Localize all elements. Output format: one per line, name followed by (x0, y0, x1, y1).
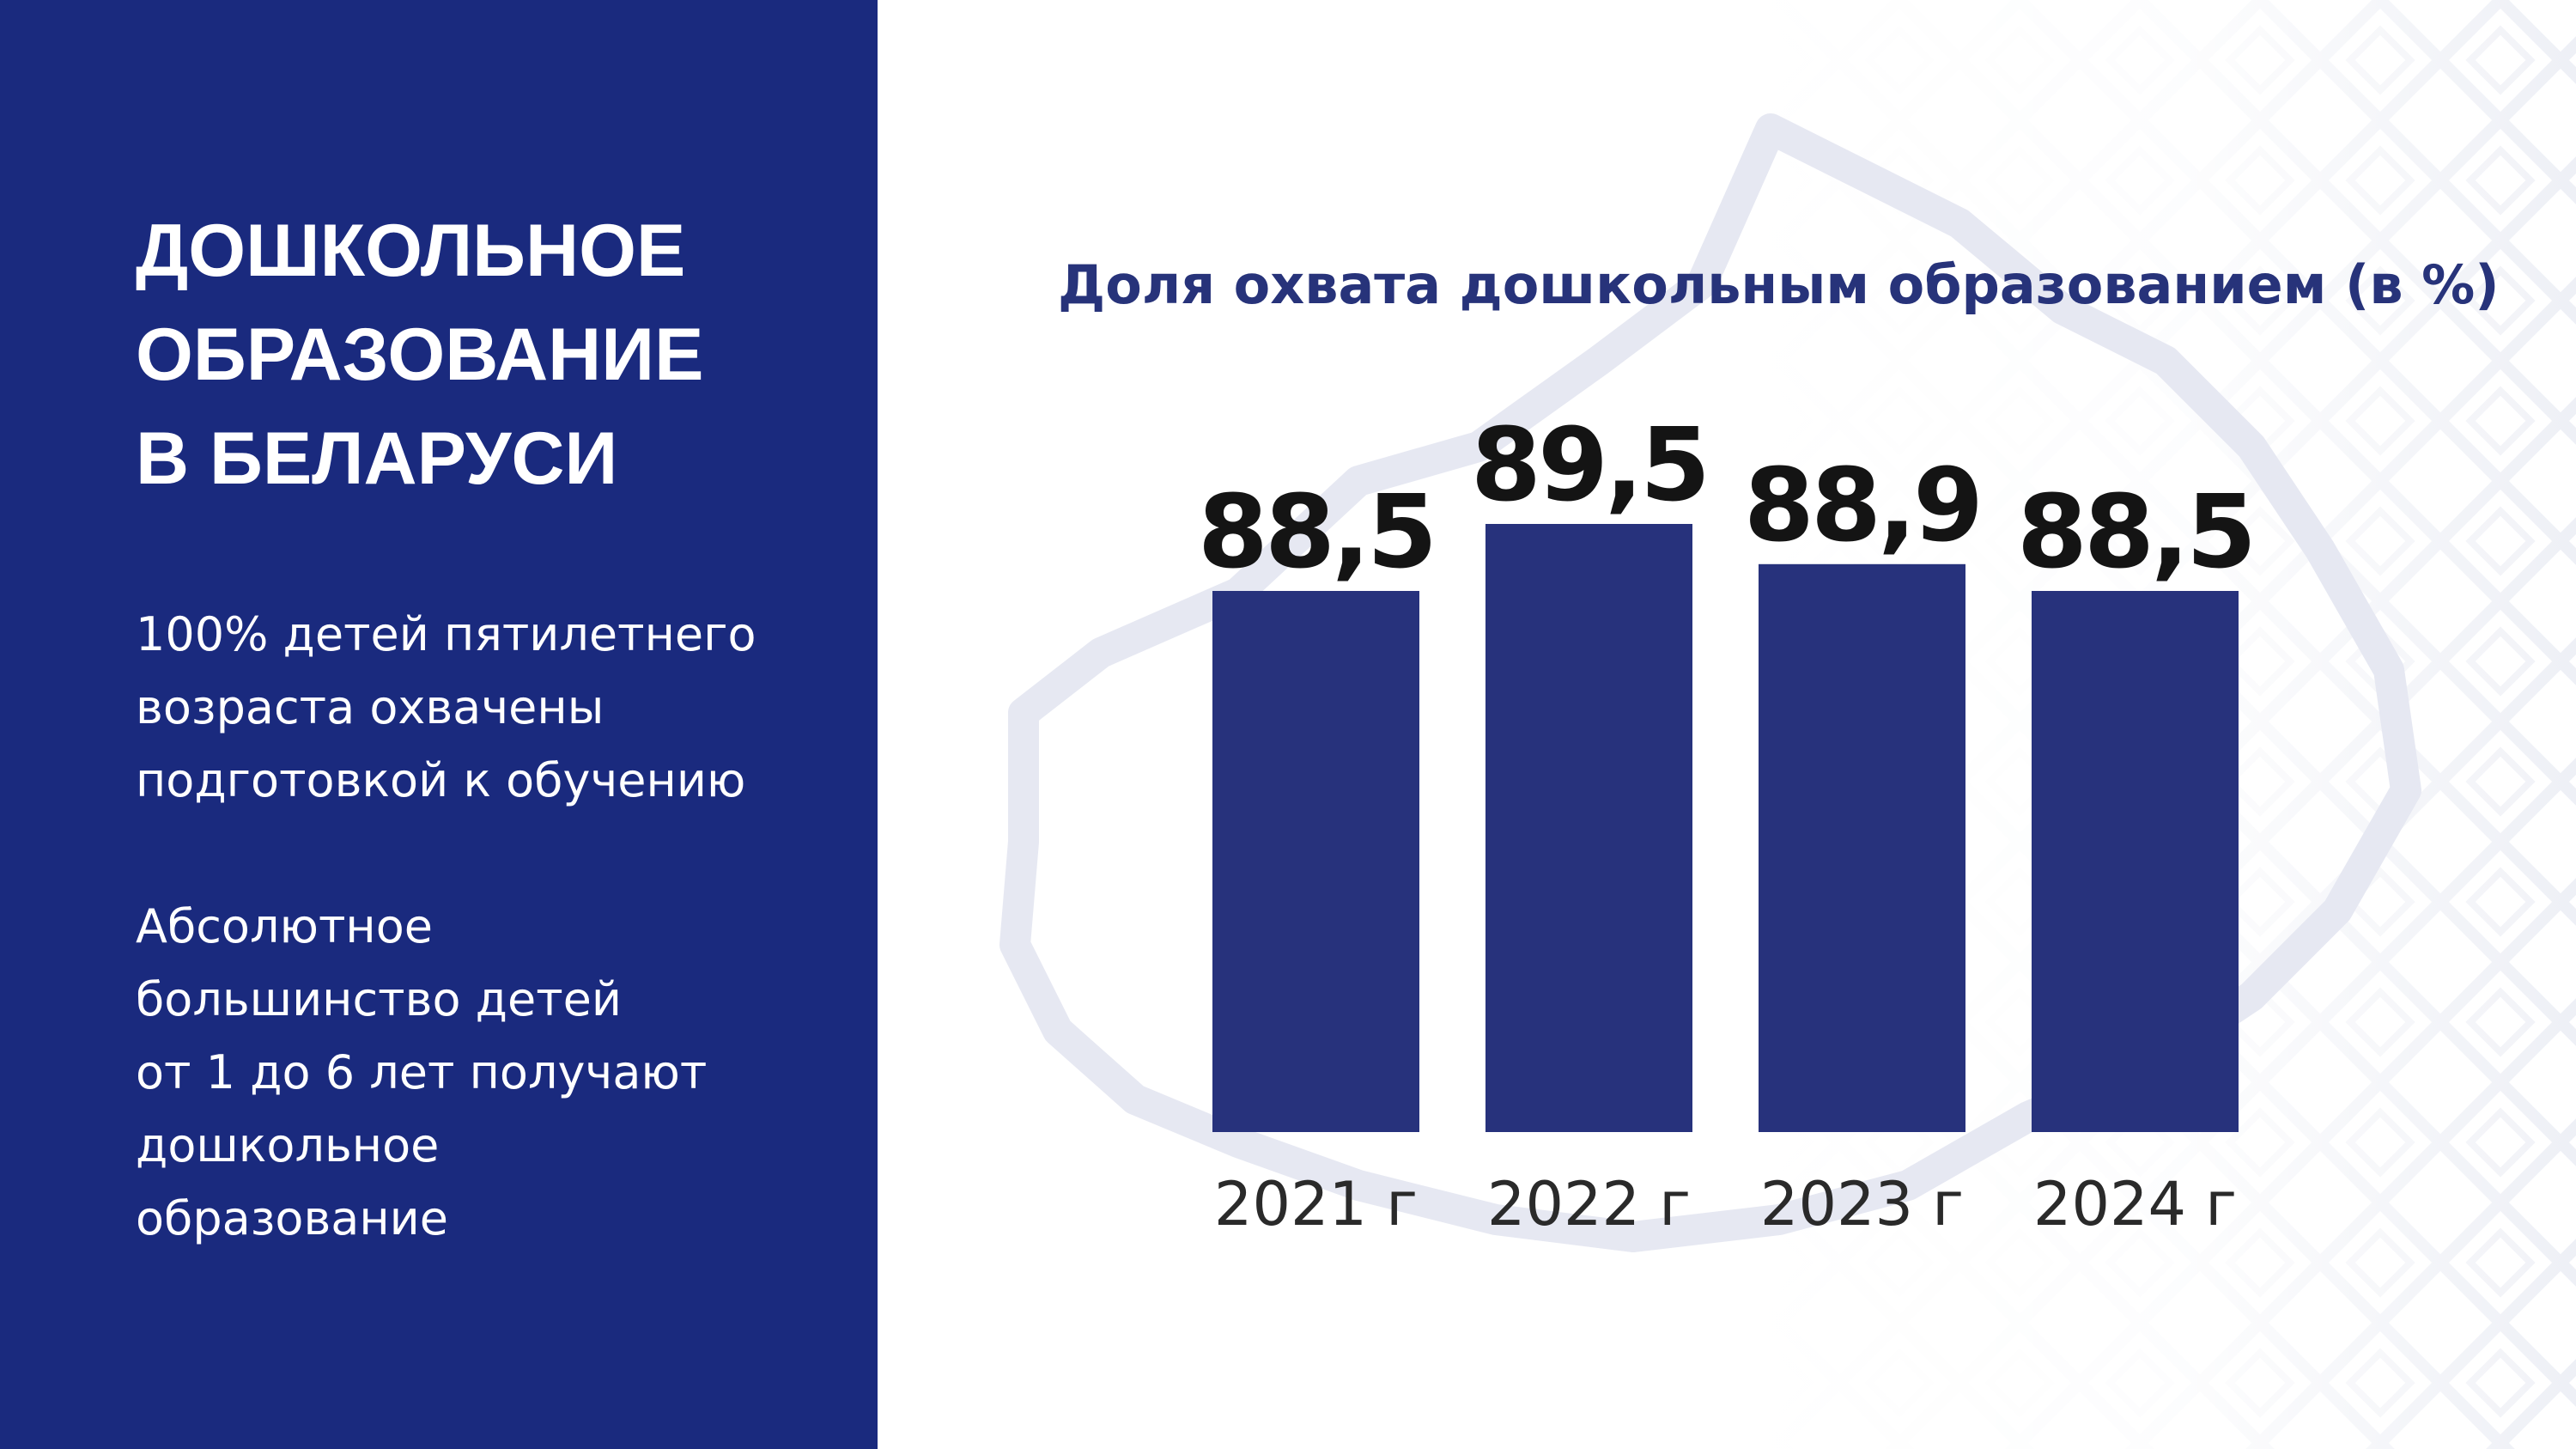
value-label: 88,5 (1198, 472, 1434, 591)
bar-2024-г (2032, 591, 2239, 1132)
heading-line: ОБРАЗОВАНИЕ (136, 314, 704, 396)
category-label: 2023 г (1760, 1169, 1964, 1239)
category-label: 2022 г (1487, 1169, 1691, 1239)
value-label: 88,9 (1744, 446, 1980, 564)
bar-2022-г (1485, 524, 1692, 1132)
chart-title: Доля охвата дошкольным образованием (в %… (1058, 253, 2500, 316)
paragraph-line: 100% детей пятилетнего (136, 607, 756, 661)
paragraph-majority: Абсолютное большинство детей от 1 до 6 л… (136, 890, 857, 1255)
paragraph-line: дошкольное (136, 1118, 440, 1172)
paragraph-line: образование (136, 1191, 448, 1245)
left-panel: ДОШКОЛЬНОЕ ОБРАЗОВАНИЕ В БЕЛАРУСИ 100% д… (0, 0, 878, 1449)
slide-heading: ДОШКОЛЬНОЕ ОБРАЗОВАНИЕ В БЕЛАРУСИ (136, 199, 840, 511)
category-label: 2021 г (1214, 1169, 1418, 1239)
paragraph-line: подготовкой к обучению (136, 753, 746, 807)
chart-area: Доля охвата дошкольным образованием (в %… (878, 0, 2576, 1449)
country-outline (999, 113, 2421, 1252)
paragraph-line: большинство детей (136, 972, 622, 1026)
value-label: 89,5 (1471, 405, 1707, 524)
value-label: 88,5 (2017, 472, 2253, 591)
paragraph-line: Абсолютное (136, 899, 433, 953)
paragraph-line: возраста охвачены (136, 680, 605, 734)
heading-line: ДОШКОЛЬНОЕ (136, 210, 686, 292)
heading-line: В БЕЛАРУСИ (136, 417, 618, 500)
paragraph-line: от 1 до 6 лет получают (136, 1045, 708, 1099)
bar-chart: 88,5 2021 г 89,5 2022 г 88,9 2023 г 88,5 2024 г (1198, 405, 2257, 1239)
paragraph-preparation: 100% детей пятилетнего возраста охвачены… (136, 598, 857, 817)
category-label: 2024 г (2033, 1169, 2237, 1239)
bar-2023-г (1759, 563, 1965, 1132)
bar-2021-г (1212, 591, 1419, 1132)
